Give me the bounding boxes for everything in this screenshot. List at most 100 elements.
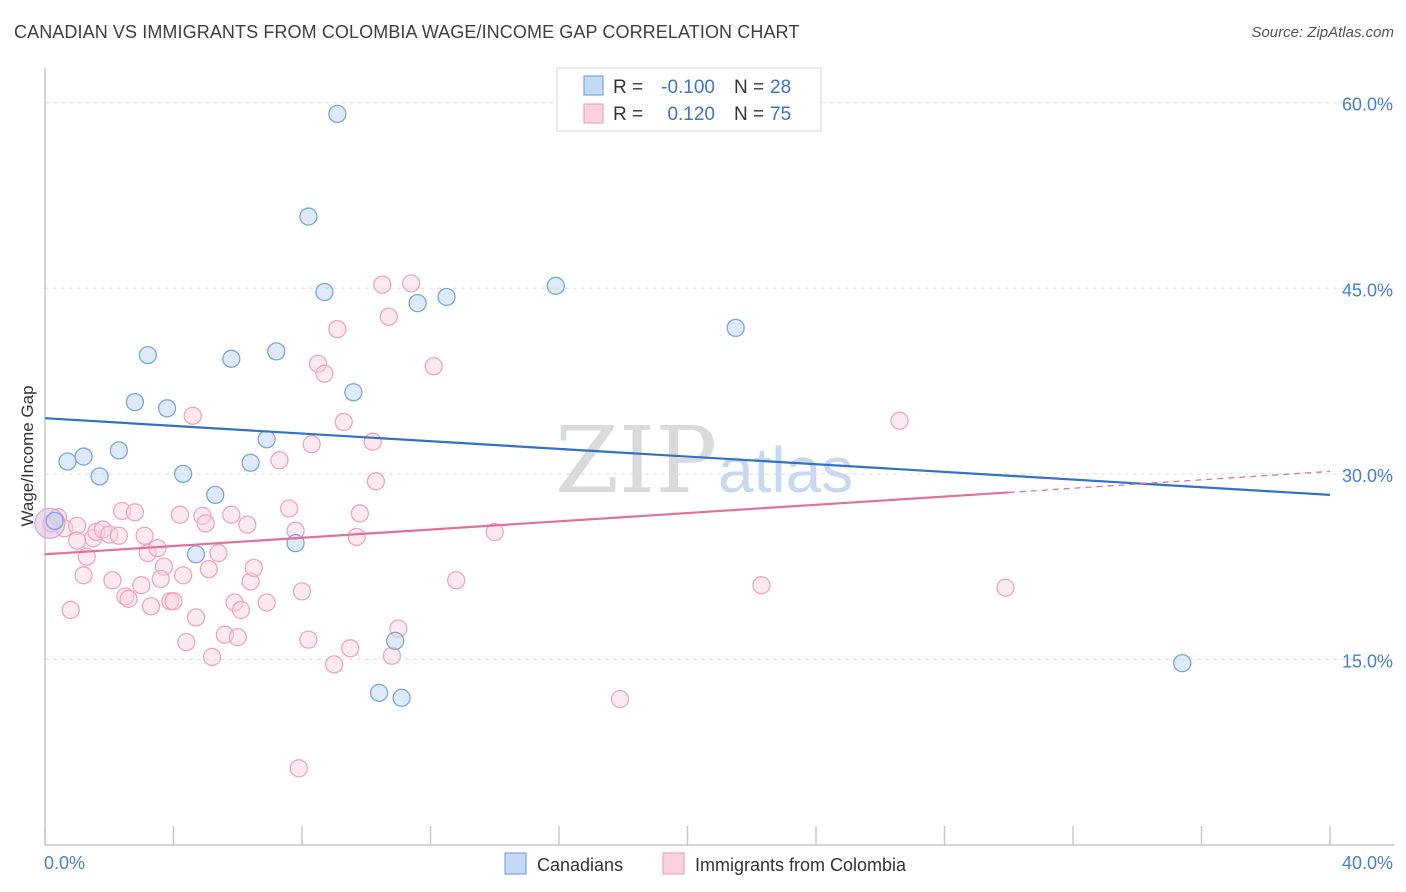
correlation-legend: R = -0.100 N = 28 R = 0.120 N = 75 xyxy=(556,67,822,132)
chart-source: Source: ZipAtlas.com xyxy=(1251,24,1394,41)
point-canadians xyxy=(222,349,241,368)
point-colombia xyxy=(225,593,244,612)
point-colombia xyxy=(67,531,87,550)
point-canadians xyxy=(138,345,157,365)
point-colombia xyxy=(610,689,630,709)
series-canadians xyxy=(45,104,1192,707)
point-colombia xyxy=(231,600,251,620)
point-colombia xyxy=(363,432,382,451)
legend-swatch-canadians xyxy=(583,75,604,96)
legend-n-label-1: N = xyxy=(734,77,764,98)
point-canadians xyxy=(206,485,225,505)
watermark: ZIP atlas xyxy=(555,407,853,514)
y-tick-label-15: 15.0% xyxy=(1342,651,1393,671)
point-colombia xyxy=(199,559,218,579)
trend-line-canadians xyxy=(44,417,1331,496)
point-colombia xyxy=(170,505,190,524)
point-canadians xyxy=(241,453,260,472)
point-canadians xyxy=(726,318,745,338)
point-colombia xyxy=(228,628,247,647)
point-canadians xyxy=(408,294,427,313)
trend-line-colombia xyxy=(44,491,1009,556)
point-colombia xyxy=(996,578,1015,597)
point-canadians xyxy=(386,631,405,651)
x-tick-label-min: 0.0% xyxy=(44,853,85,873)
point-colombia xyxy=(485,522,504,542)
point-colombia xyxy=(315,364,334,383)
point-canadians xyxy=(157,399,177,418)
point-colombia xyxy=(61,600,80,620)
chart-title: CANADIAN VS IMMIGRANTS FROM COLOMBIA WAG… xyxy=(14,22,800,42)
point-colombia xyxy=(238,515,257,534)
point-canadians xyxy=(90,467,109,486)
point-colombia xyxy=(299,630,318,649)
point-canadians xyxy=(45,511,64,531)
point-colombia xyxy=(116,587,135,606)
point-canadians xyxy=(125,392,145,412)
point-colombia xyxy=(209,543,228,563)
point-colombia xyxy=(164,592,183,611)
point-colombia xyxy=(424,357,443,376)
point-colombia xyxy=(244,558,263,578)
point-colombia xyxy=(890,411,909,430)
point-canadians xyxy=(369,683,389,702)
legend-r-label-2: R = xyxy=(613,104,643,125)
point-canadians xyxy=(328,104,347,124)
x-axis-ticks xyxy=(44,826,1331,845)
point-canadians xyxy=(392,688,411,707)
series-legend: Canadians Immigrants from Colombia xyxy=(504,852,907,875)
series-legend-swatch-canadians xyxy=(504,852,527,875)
legend-swatch-colombia xyxy=(583,103,604,124)
point-canadians xyxy=(299,207,318,226)
series-legend-label-colombia: Immigrants from Colombia xyxy=(695,855,907,875)
legend-r-label-1: R = xyxy=(613,77,643,98)
point-canadians xyxy=(1173,653,1192,673)
point-canadians xyxy=(344,383,363,402)
point-colombia xyxy=(109,526,129,545)
point-colombia xyxy=(222,505,241,524)
point-colombia xyxy=(100,525,119,544)
trend-line-colombia-extension xyxy=(1008,470,1331,494)
y-tick-labels: 15.0% 30.0% 45.0% 60.0% xyxy=(1342,95,1393,672)
point-colombia xyxy=(289,759,308,778)
legend-r-value-canadians: -0.100 xyxy=(661,77,715,98)
point-colombia xyxy=(350,504,369,523)
point-colombia xyxy=(308,354,328,373)
point-colombia xyxy=(334,412,353,432)
series-legend-label-canadians: Canadians xyxy=(537,855,623,875)
point-colombia xyxy=(341,639,360,658)
point-colombia xyxy=(347,527,366,547)
point-colombia xyxy=(67,516,87,535)
point-canadians xyxy=(257,430,276,449)
point-colombia xyxy=(132,576,151,595)
point-colombia xyxy=(241,572,260,591)
watermark-zip: ZIP xyxy=(555,407,717,514)
point-colombia xyxy=(151,569,170,589)
point-colombia xyxy=(103,571,122,590)
point-colombia xyxy=(119,589,138,608)
legend-n-value-colombia: 75 xyxy=(770,104,791,125)
point-colombia xyxy=(302,435,321,454)
point-colombia xyxy=(402,274,421,293)
point-colombia xyxy=(379,307,398,326)
point-colombia xyxy=(186,608,206,627)
series-legend-swatch-colombia xyxy=(662,852,685,875)
point-colombia xyxy=(183,406,202,425)
trend-lines xyxy=(44,417,1331,556)
point-canadians xyxy=(58,452,77,471)
point-colombia xyxy=(447,571,466,590)
x-tick-label-max: 40.0% xyxy=(1342,853,1393,873)
series-immigrants-from-colombia xyxy=(34,274,1015,778)
legend-r-value-colombia: 0.120 xyxy=(667,104,715,125)
point-colombia xyxy=(270,451,289,470)
point-canadians xyxy=(315,282,334,302)
point-canadians xyxy=(437,287,456,307)
point-colombia xyxy=(279,499,299,518)
point-colombia xyxy=(196,514,215,533)
point-colombia xyxy=(74,566,93,585)
point-canadians xyxy=(186,545,206,564)
watermark-atlas: atlas xyxy=(718,434,853,506)
point-colombia xyxy=(292,582,312,601)
point-colombia xyxy=(752,576,771,595)
